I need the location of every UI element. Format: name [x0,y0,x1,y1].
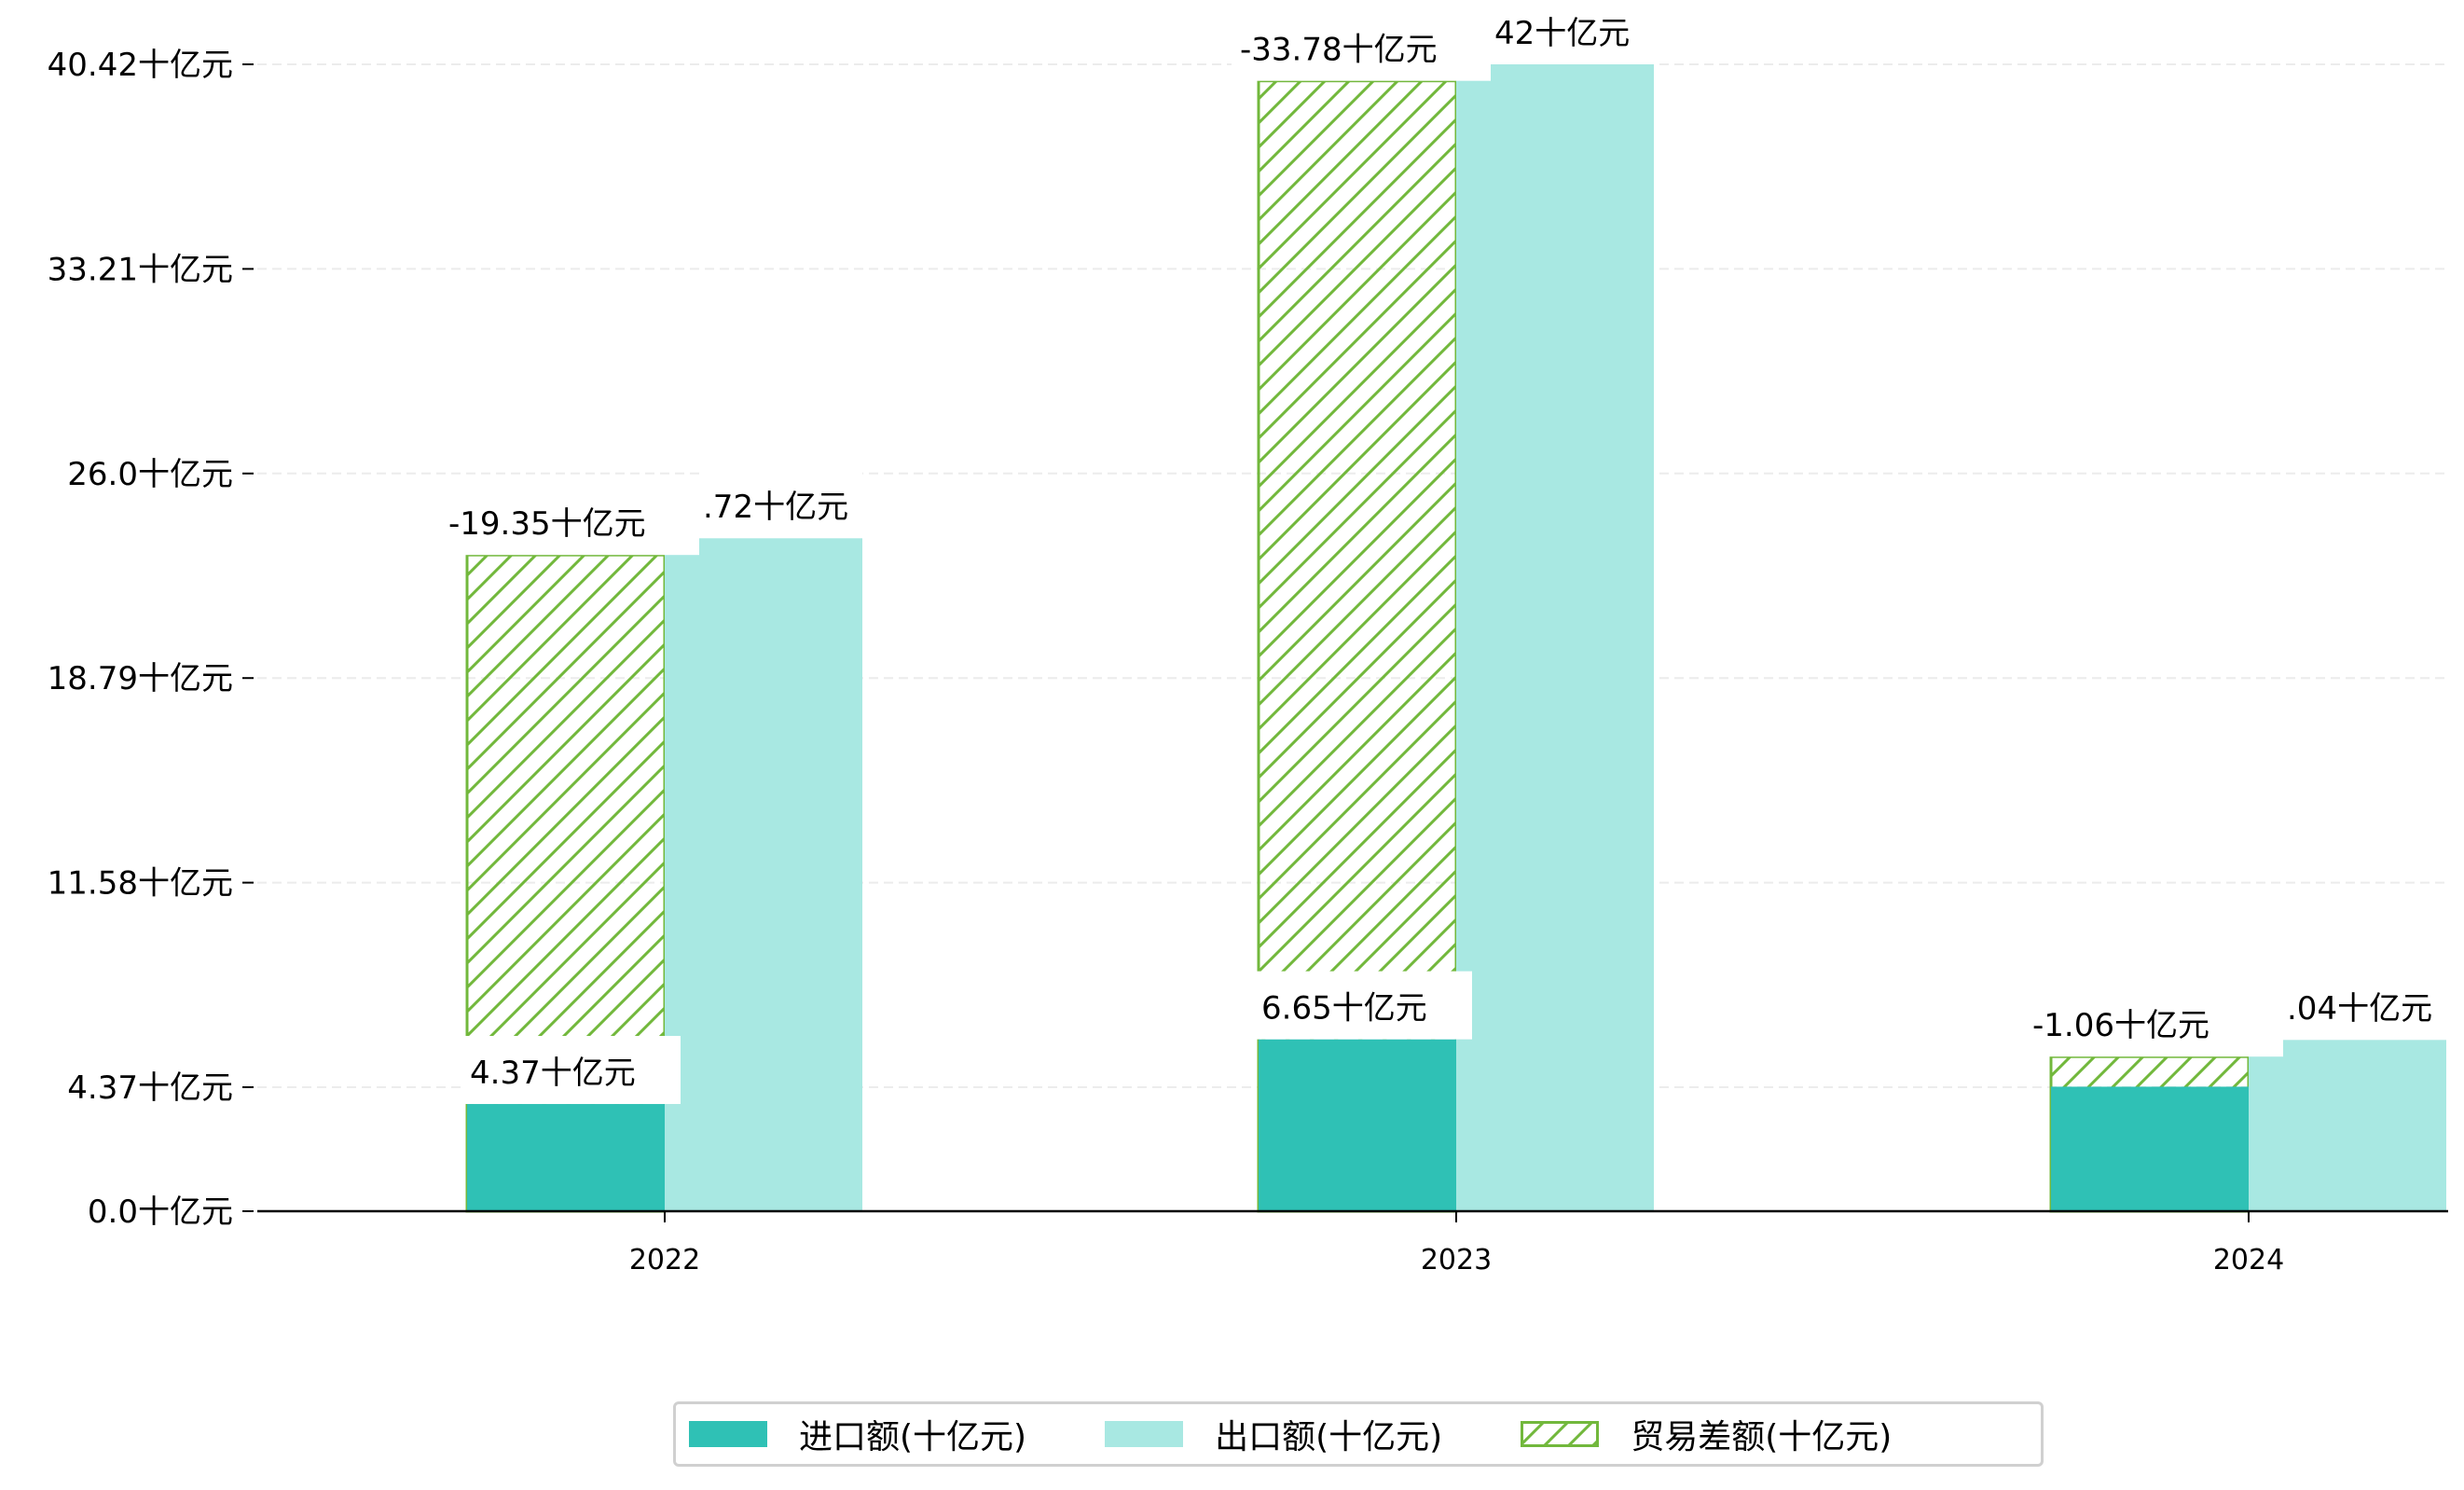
x-tick-label: 2022 [629,1244,700,1276]
balance-label: -1.06十亿元 [2032,1007,2209,1044]
export-label: .72十亿元 [703,489,848,526]
y-tick-label: 18.79十亿元 [48,660,233,697]
y-tick-label: 40.42十亿元 [48,47,233,84]
balance-label: -33.78十亿元 [1240,32,1438,69]
y-tick-label: 0.0十亿元 [88,1193,233,1231]
import-label: 6.65十亿元 [1261,990,1427,1028]
import-bar [467,1104,665,1211]
balance-label-box [1232,22,1491,81]
y-tick-label: 33.21十亿元 [48,251,233,288]
legend-label-balance: 贸易差额(十亿元) [1631,1418,1893,1456]
export-bar [2249,1040,2446,1211]
legend-swatch-balance [1521,1421,1600,1447]
legend-item-import: 进口额(十亿元) [689,1410,1026,1458]
balance-label-box [440,497,699,556]
y-tick-label: 4.37十亿元 [67,1069,233,1107]
export-label-box [1491,0,1654,64]
legend-item-export: 出口额(十亿元) [1105,1410,1442,1458]
export-label: 42十亿元 [1494,15,1630,52]
axes: 0.0十亿元 4.37十亿元 11.58十亿元 18.79十亿元 26.0十亿元 33.2… [48,47,2448,1276]
legend-label-export: 出口额(十亿元) [1215,1418,1443,1456]
export-label-box [699,471,862,539]
export-label-box [2283,973,2446,1041]
balance-label-box [2024,999,2283,1057]
export-bar [1456,64,1654,1211]
import-label-box [461,1036,681,1105]
export-label: .04十亿元 [2287,990,2432,1028]
import-label-box [1252,971,1472,1040]
import-label: 4.37十亿元 [470,1055,636,1092]
legend-item-balance: 贸易差额(十亿元) [1521,1410,1892,1458]
legend-swatch-export [1105,1421,1184,1447]
x-tick-label: 2024 [2213,1244,2284,1276]
x-tick-label: 2023 [1421,1244,1492,1276]
import-bar [1259,1039,1456,1211]
y-tick-label: 11.58十亿元 [48,865,233,903]
legend-label-import: 进口额(十亿元) [799,1418,1027,1456]
legend: 进口额(十亿元) 出口额(十亿元) 贸易差额(十亿元) [673,1401,2044,1467]
export-bar [665,538,862,1211]
legend-swatch-import [689,1421,767,1447]
balance-label: -19.35十亿元 [448,505,646,543]
data-labels: .72十亿元 -19.35十亿元 4.37十亿元 42十亿元 -33.78十亿元 6.65… [440,0,2446,1105]
y-tick-label: 26.0十亿元 [67,456,233,493]
import-bar [2051,1086,2249,1211]
